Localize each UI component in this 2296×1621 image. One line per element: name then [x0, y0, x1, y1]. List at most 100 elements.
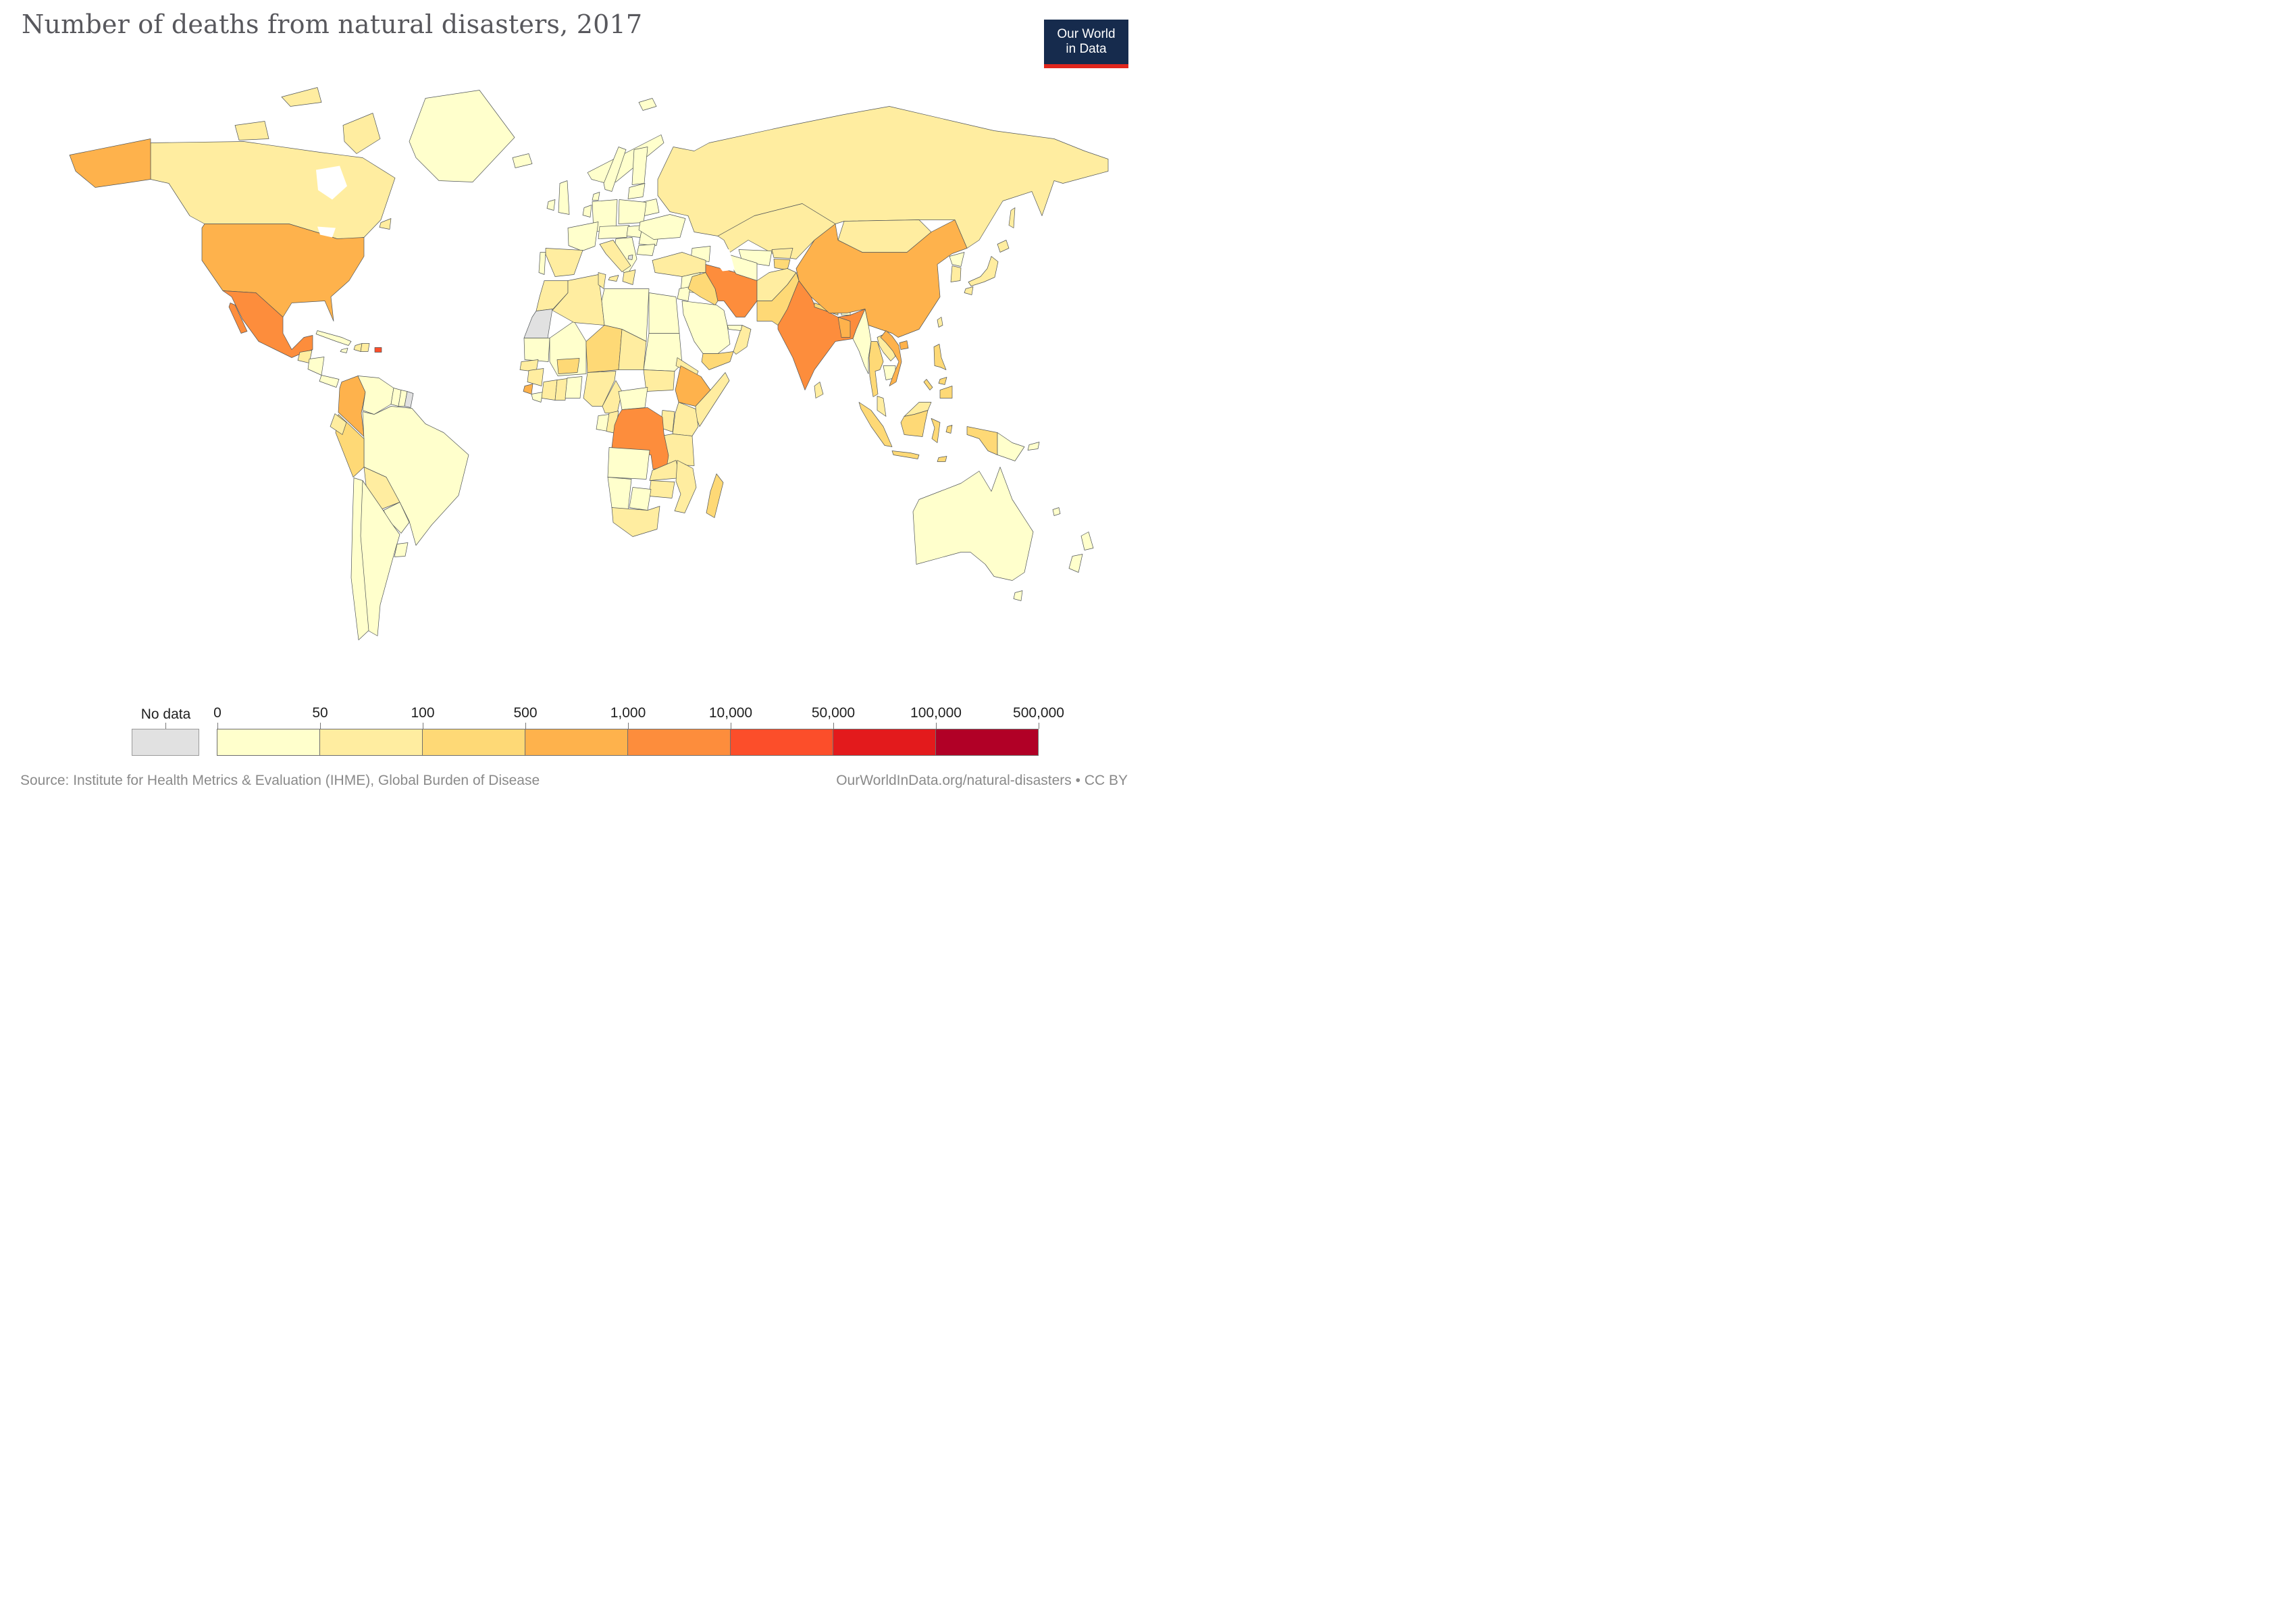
country-south-africa[interactable] — [611, 506, 660, 537]
country-japan-kyushu[interactable] — [964, 286, 974, 295]
country-ghana[interactable] — [554, 378, 568, 401]
country-philippines-visayas[interactable] — [938, 377, 947, 385]
country-jordan-levant[interactable] — [677, 286, 691, 301]
country-portugal[interactable] — [538, 252, 546, 275]
country-mauritania[interactable] — [523, 338, 550, 362]
country-kosovo[interactable] — [627, 255, 633, 260]
country-papua-new-guinea[interactable] — [997, 432, 1025, 461]
country-kenya[interactable] — [672, 402, 699, 436]
country-uk[interactable] — [558, 180, 570, 215]
country-mexico[interactable] — [222, 290, 313, 358]
country-sweden[interactable] — [603, 147, 627, 192]
country-philippines-mindanao[interactable] — [939, 386, 953, 398]
country-cote-divoire[interactable] — [541, 380, 558, 401]
country-niger[interactable] — [585, 325, 623, 373]
country-mexico-baja[interactable] — [228, 303, 248, 334]
country-ecuador[interactable] — [330, 413, 347, 435]
country-chile[interactable] — [350, 478, 369, 640]
country-mongolia[interactable] — [837, 220, 932, 253]
country-indonesia-lesser-sunda[interactable] — [937, 456, 947, 462]
country-australia-tasmania[interactable] — [1013, 590, 1023, 601]
legend-bin-0[interactable] — [217, 729, 320, 756]
country-indonesia-kalimantan[interactable] — [900, 410, 929, 437]
no-data-swatch[interactable] — [132, 729, 199, 756]
country-pakistan[interactable] — [756, 272, 800, 326]
country-greenland[interactable] — [409, 90, 515, 182]
country-indonesia-sumatra[interactable] — [858, 402, 893, 447]
country-ukraine[interactable] — [638, 214, 686, 240]
country-russia-sakhalin[interactable] — [1008, 207, 1016, 228]
country-namibia[interactable] — [607, 477, 632, 511]
country-chad[interactable] — [618, 329, 647, 370]
country-burkina-faso[interactable] — [556, 358, 580, 374]
country-jamaica[interactable] — [340, 348, 348, 353]
legend-bin-2[interactable] — [422, 729, 525, 756]
country-oman[interactable] — [733, 325, 752, 355]
legend-bin-7[interactable] — [935, 729, 1039, 756]
country-denmark[interactable] — [592, 192, 600, 201]
country-indonesia-moluccas[interactable] — [945, 425, 953, 434]
country-costa-rica-panama[interactable] — [319, 375, 340, 388]
country-dominican-republic[interactable] — [360, 343, 370, 352]
country-china-hainan[interactable] — [899, 340, 909, 350]
country-canada-victoria[interactable] — [234, 121, 269, 140]
country-cameroon[interactable] — [602, 380, 623, 413]
country-south-korea[interactable] — [950, 265, 962, 282]
country-paraguay[interactable] — [383, 502, 410, 534]
country-turkey[interactable] — [652, 252, 706, 277]
country-angola[interactable] — [607, 447, 650, 480]
country-italy-sicily[interactable] — [608, 275, 619, 282]
country-canada-ellesmere[interactable] — [281, 87, 322, 107]
country-madagascar[interactable] — [706, 473, 724, 518]
country-italy[interactable] — [599, 240, 631, 272]
country-cuba[interactable] — [315, 330, 352, 346]
legend-bin-5[interactable] — [730, 729, 833, 756]
country-saudi-arabia[interactable] — [681, 301, 731, 354]
country-venezuela[interactable] — [357, 376, 394, 415]
country-sierra-leone[interactable] — [523, 384, 533, 394]
country-myanmar[interactable] — [852, 309, 872, 374]
country-finland[interactable] — [631, 147, 648, 185]
country-greece[interactable] — [622, 269, 636, 285]
country-central-african-republic[interactable] — [618, 387, 648, 410]
country-ireland[interactable] — [546, 199, 556, 211]
country-philippines-palawan[interactable] — [923, 379, 933, 390]
country-liberia[interactable] — [531, 392, 544, 403]
country-norway[interactable] — [587, 134, 664, 184]
country-tajikistan[interactable] — [773, 259, 791, 270]
country-north-korea[interactable] — [949, 252, 965, 267]
country-baltics[interactable] — [627, 183, 646, 199]
country-bulgaria[interactable] — [636, 244, 656, 256]
country-sri-lanka[interactable] — [814, 382, 824, 398]
country-new-zealand-south[interactable] — [1068, 554, 1083, 573]
country-south-sudan[interactable] — [643, 369, 675, 392]
country-zimbabwe[interactable] — [648, 480, 675, 498]
country-iceland[interactable] — [512, 153, 533, 168]
country-canada-baffin[interactable] — [342, 113, 381, 154]
country-png-new-britain[interactable] — [1027, 442, 1040, 451]
country-vietnam[interactable] — [880, 330, 902, 386]
country-mozambique[interactable] — [674, 460, 697, 513]
country-french-guiana[interactable] — [404, 391, 414, 408]
country-philippines-luzon[interactable] — [933, 344, 947, 370]
country-honduras-nicaragua[interactable] — [307, 357, 325, 376]
country-usa-alaska[interactable] — [69, 138, 151, 188]
legend-bin-6[interactable] — [833, 729, 936, 756]
country-sudan[interactable] — [643, 333, 683, 371]
country-bangladesh[interactable] — [837, 317, 851, 338]
country-drc[interactable] — [611, 407, 669, 469]
country-kazakhstan[interactable] — [717, 203, 836, 259]
country-poland[interactable] — [618, 199, 647, 224]
country-kyrgyzstan[interactable] — [771, 248, 793, 259]
country-benelux[interactable] — [582, 205, 592, 217]
country-new-caledonia[interactable] — [1052, 507, 1061, 516]
legend-bin-1[interactable] — [319, 729, 423, 756]
country-indonesia-java[interactable] — [891, 451, 920, 459]
country-western-sahara[interactable] — [523, 309, 553, 338]
country-new-zealand-north[interactable] — [1080, 532, 1094, 550]
country-benin-togo[interactable] — [565, 376, 583, 398]
country-czechia-austria[interactable] — [598, 225, 630, 239]
country-uae[interactable] — [727, 325, 743, 331]
country-usa[interactable] — [201, 224, 365, 321]
country-puerto-rico[interactable] — [374, 347, 382, 353]
